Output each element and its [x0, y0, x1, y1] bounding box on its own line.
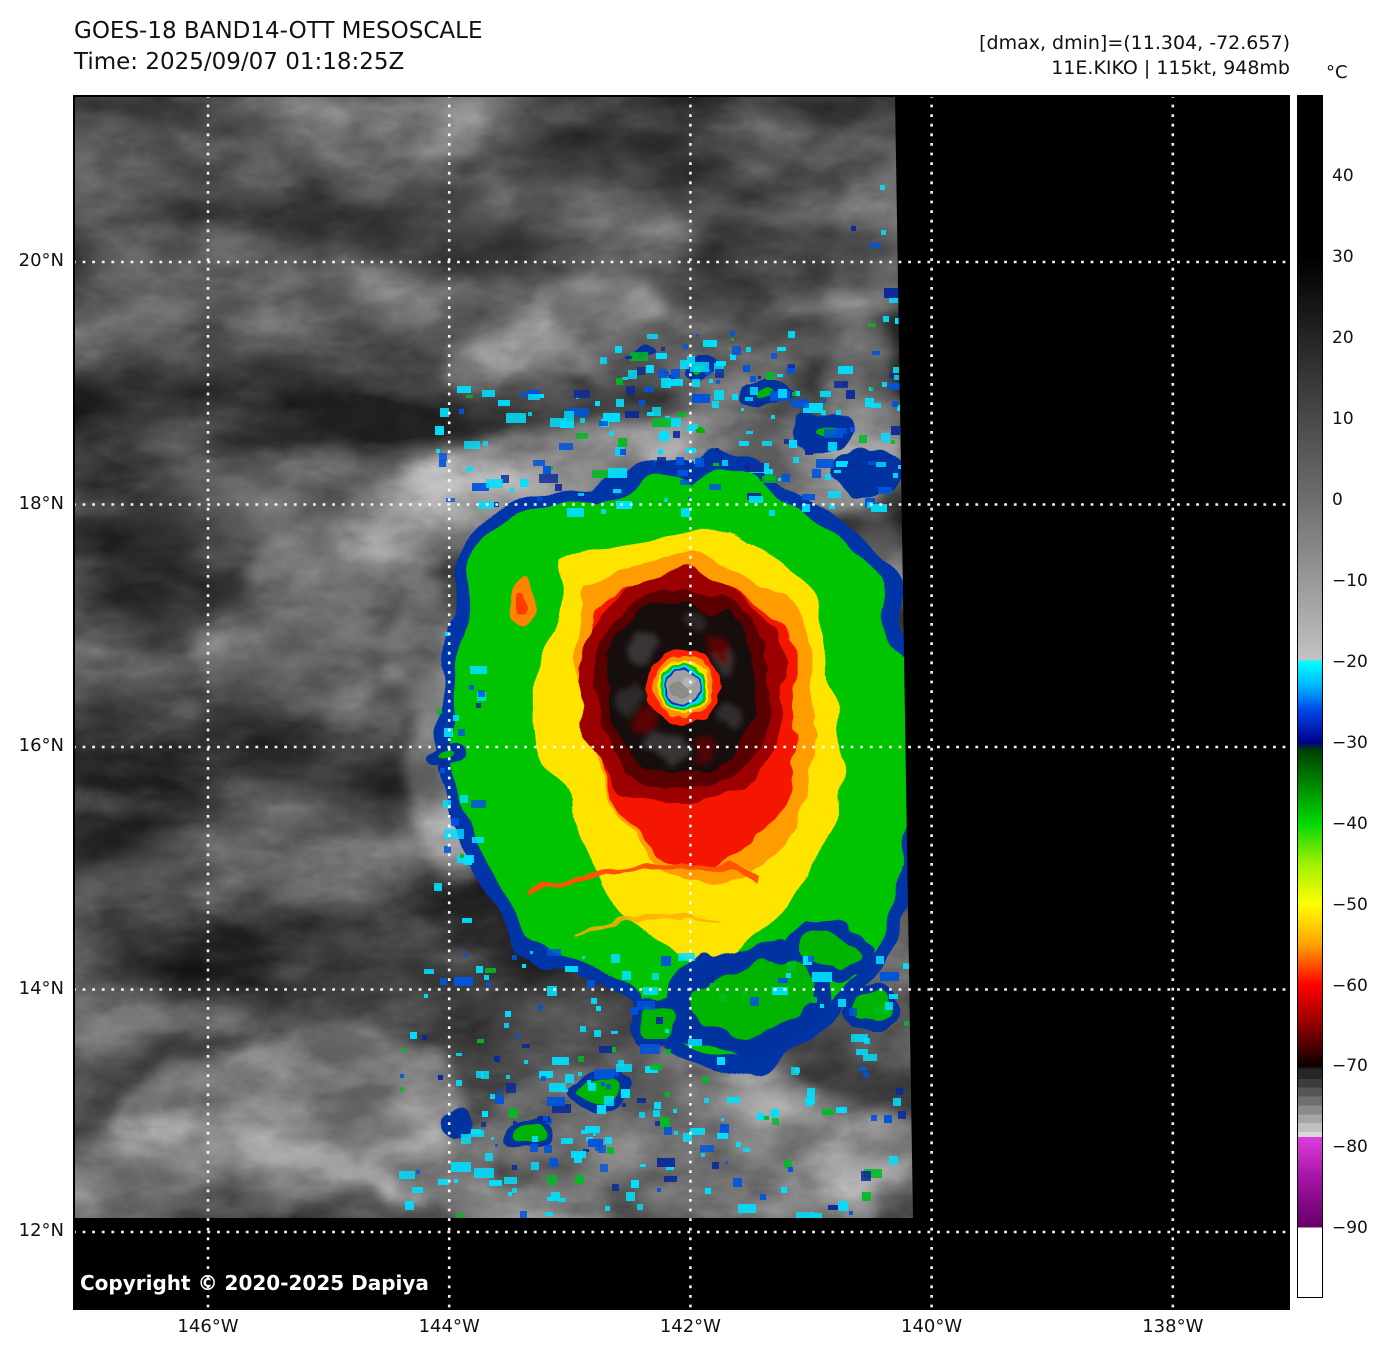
lon-label: 144°W — [418, 1316, 480, 1337]
figure-time: Time: 2025/09/07 01:18:25Z — [74, 49, 405, 75]
lon-label: 140°W — [901, 1316, 963, 1337]
readout-block: [dmax, dmin]=(11.304, -72.657) 11E.KIKO … — [979, 31, 1290, 81]
lat-label: 16°N — [18, 735, 64, 756]
colorbar-tick-label: 10 — [1332, 408, 1354, 429]
colorbar-tick-label: −50 — [1332, 894, 1368, 915]
hurricane-kiko — [436, 458, 913, 1071]
colorbar-tick-label: −80 — [1332, 1137, 1368, 1158]
eyewall — [646, 650, 720, 724]
convective-speckles — [399, 163, 913, 1218]
dmax-dmin-readout: [dmax, dmin]=(11.304, -72.657) — [979, 32, 1290, 54]
header: GOES-18 BAND14-OTT MESOSCALE Time: 2025/… — [74, 16, 483, 78]
colorbar-tick-label: −10 — [1332, 570, 1368, 591]
plot-frame — [73, 95, 1290, 1310]
latlon-grid — [73, 95, 1290, 1310]
colorbar-tick-label: 0 — [1332, 489, 1343, 510]
lat-label: 14°N — [18, 977, 64, 999]
colorbar-tick-label: −30 — [1332, 732, 1368, 753]
temperature-colorbar — [1297, 95, 1323, 1298]
cdo-texture — [619, 610, 740, 763]
lat-label: 18°N — [18, 492, 64, 514]
lon-label: 142°W — [659, 1316, 721, 1337]
figure-title: GOES-18 BAND14-OTT MESOSCALE — [74, 18, 483, 44]
copyright-watermark: Copyright © 2020-2025 Dapiya — [80, 1271, 429, 1295]
lat-label: 12°N — [18, 1220, 64, 1241]
colorbar-tick-label: −70 — [1332, 1056, 1368, 1077]
lon-label: 146°W — [177, 1316, 239, 1337]
colorbar-unit-label: °C — [1326, 62, 1348, 83]
lat-label: 20°N — [18, 250, 64, 271]
colorbar-tick-label: 30 — [1332, 246, 1354, 267]
storm-intensity-readout: 11E.KIKO | 115kt, 948mb — [1051, 57, 1290, 79]
colorbar-tick-label: −20 — [1332, 651, 1368, 672]
colorbar-tick-label: 20 — [1332, 327, 1354, 348]
lon-label: 138°W — [1142, 1316, 1204, 1337]
satellite-data-sector — [73, 95, 913, 1218]
colorbar-tick-label: 40 — [1332, 165, 1354, 186]
colorbar-tick-label: −60 — [1332, 975, 1368, 996]
colorbar-tick-label: −40 — [1332, 813, 1368, 834]
colorbar-tick-label: −90 — [1332, 1218, 1368, 1239]
